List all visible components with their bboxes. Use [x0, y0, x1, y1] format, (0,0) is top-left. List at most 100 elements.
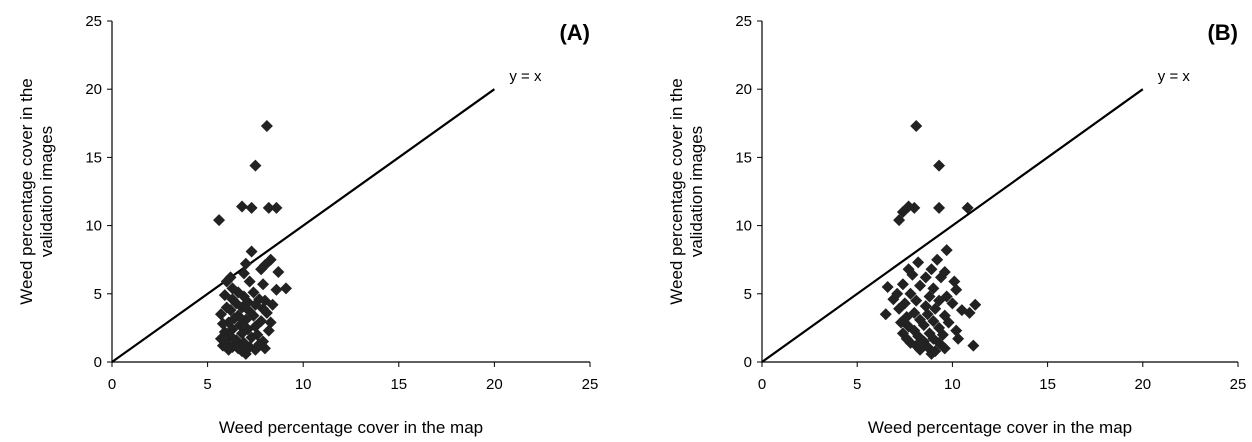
data-point	[272, 265, 285, 278]
data-point	[245, 245, 258, 258]
x-axis-label: Weed percentage cover in the map	[868, 418, 1132, 437]
panel-label: (A)	[559, 20, 590, 45]
y-tick-label: 0	[94, 354, 102, 371]
x-tick-label: 25	[1230, 376, 1247, 393]
y-axis-label-line: validation images	[687, 126, 706, 257]
data-point	[912, 256, 925, 269]
data-point	[255, 315, 268, 328]
x-tick-label: 10	[295, 376, 312, 393]
data-point	[923, 290, 936, 303]
x-tick-label: 20	[1134, 376, 1151, 393]
data-point	[239, 347, 252, 360]
y-tick-label: 5	[94, 286, 102, 303]
x-tick-label: 0	[758, 376, 766, 393]
data-point	[247, 286, 260, 299]
data-point	[243, 275, 256, 288]
data-point	[216, 317, 229, 330]
reference-line-label: y = x	[509, 68, 542, 85]
data-point	[260, 306, 273, 319]
data-point	[257, 278, 270, 291]
x-tick-label: 5	[203, 376, 211, 393]
data-point	[270, 201, 283, 214]
data-point	[224, 304, 237, 317]
data-point	[220, 275, 233, 288]
data-point	[950, 283, 963, 296]
data-point	[940, 244, 953, 257]
y-tick-label: 20	[735, 81, 752, 98]
data-point	[270, 283, 283, 296]
data-point	[917, 319, 930, 332]
data-point	[934, 271, 947, 284]
data-point	[919, 271, 932, 284]
data-point	[236, 200, 249, 213]
panel-a: 0 5 10 15 20 25 0 5 10 15 20 25 y = x (A) Weed percent…	[17, 13, 598, 437]
data-point	[213, 214, 226, 227]
data-point	[262, 324, 275, 337]
data-point	[908, 201, 921, 214]
data-point	[279, 282, 292, 295]
data-point	[879, 308, 892, 321]
panel-label: (B)	[1207, 20, 1238, 45]
data-point	[910, 294, 923, 307]
data-point	[239, 257, 252, 270]
data-point	[914, 279, 927, 292]
x-tick-label: 5	[853, 376, 861, 393]
data-point	[952, 332, 965, 345]
data-point	[927, 315, 940, 328]
data-point	[245, 331, 258, 344]
y-tick-label: 0	[744, 354, 752, 371]
data-point	[251, 328, 264, 341]
data-point	[925, 347, 938, 360]
y-axis-label-line: Weed percentage cover in the	[667, 78, 686, 305]
x-tick-label: 25	[582, 376, 599, 393]
y-axis-label: Weed percentage cover in thevalidation i…	[667, 78, 706, 305]
data-point	[925, 263, 938, 276]
data-point	[919, 300, 932, 313]
data-point	[249, 343, 262, 356]
data-point	[933, 201, 946, 214]
x-tick-label: 20	[486, 376, 503, 393]
data-point	[249, 159, 262, 172]
data-point	[893, 302, 906, 315]
data-point	[931, 253, 944, 266]
y-tick-label: 5	[744, 286, 752, 303]
data-point	[881, 280, 894, 293]
y-tick-label: 25	[85, 13, 102, 30]
data-point	[236, 327, 249, 340]
data-point	[237, 267, 250, 280]
data-point	[214, 308, 227, 321]
data-point	[914, 343, 927, 356]
y-tick-label: 20	[85, 81, 102, 98]
panel-b: 0 5 10 15 20 25 0 5 10 15 20 25 y = x (B) Weed percent…	[667, 13, 1246, 437]
data-point	[948, 275, 961, 288]
data-point	[963, 306, 976, 319]
data-point	[260, 120, 273, 133]
data-point	[266, 298, 279, 311]
data-point	[938, 342, 951, 355]
y-tick-label: 25	[735, 13, 752, 30]
y-axis-label-line: validation images	[37, 126, 56, 257]
x-axis-label: Weed percentage cover in the map	[219, 418, 483, 437]
data-point	[904, 287, 917, 300]
reference-line-label: y = x	[1158, 68, 1191, 85]
data-point	[896, 278, 909, 291]
data-point	[950, 324, 963, 337]
x-tick-label: 0	[108, 376, 116, 393]
data-point	[906, 268, 919, 281]
data-point	[942, 316, 955, 329]
x-tick-label: 15	[1039, 376, 1056, 393]
data-point	[262, 201, 275, 214]
data-point	[222, 343, 235, 356]
y-tick-label: 15	[85, 149, 102, 166]
data-point	[961, 201, 974, 214]
data-point	[910, 120, 923, 133]
data-point	[933, 159, 946, 172]
data-point	[921, 308, 934, 321]
data-point	[255, 263, 268, 276]
y-tick-label: 10	[85, 218, 102, 235]
x-tick-label: 10	[944, 376, 961, 393]
y-axis-label: Weed percentage cover in thevalidation i…	[17, 78, 56, 305]
data-point	[887, 293, 900, 306]
